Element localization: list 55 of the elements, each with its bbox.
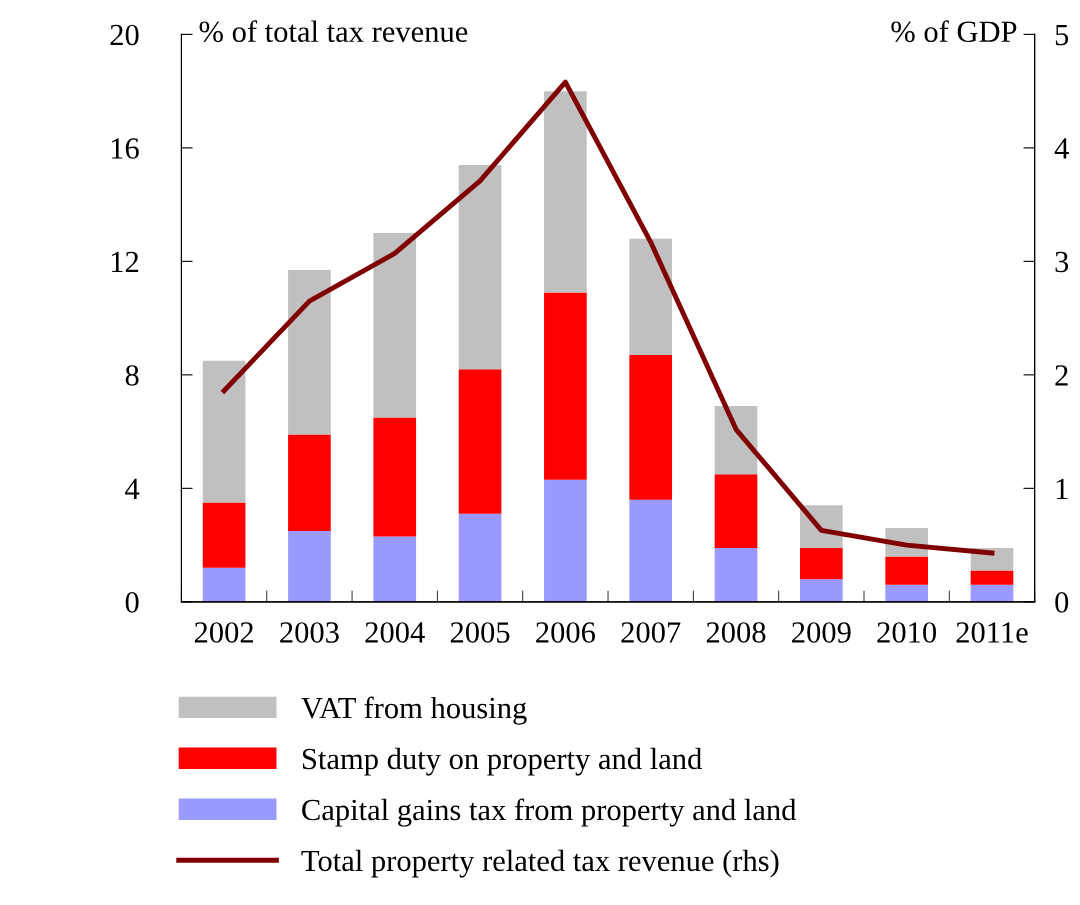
x-tick-label: 2005: [450, 622, 510, 643]
bar: [373, 232, 417, 418]
y-tick-label: 4: [125, 478, 140, 499]
bar: [970, 584, 1014, 602]
bar: [373, 417, 417, 537]
bar: [288, 269, 331, 435]
bar: [629, 499, 673, 602]
x-tick-label: 2008: [706, 622, 766, 643]
bar: [629, 354, 673, 500]
bar: [714, 547, 758, 602]
x-tick-label: 2006: [536, 622, 596, 643]
x-tick-label: 2004: [365, 622, 425, 643]
bar: [202, 567, 246, 602]
x-tick-label: 2009: [792, 622, 851, 643]
bar: [970, 570, 1014, 585]
x-tick-label: 2011e: [956, 622, 1028, 643]
legend-label: Total property related tax revenue (rhs): [301, 849, 779, 878]
bar: [202, 360, 246, 503]
y-tick-label: 0: [125, 592, 139, 613]
x-tick-label: 2003: [280, 622, 339, 643]
y2-tick-label: 0: [1055, 592, 1069, 613]
x-tick-label: 2007: [621, 622, 681, 643]
bar: [288, 530, 331, 602]
legend-label: Stamp duty on property and land: [302, 747, 702, 776]
bar: [202, 502, 246, 568]
bar: [458, 513, 502, 602]
bar: [544, 479, 587, 602]
y2-tick-label: 3: [1055, 251, 1069, 273]
bar: [373, 536, 417, 602]
bar: [544, 292, 587, 480]
x-tick-label: 2010: [877, 622, 937, 643]
bar: [544, 91, 587, 293]
bar: [714, 474, 758, 548]
bar: [885, 556, 928, 585]
bar: [800, 579, 843, 602]
bar: [458, 369, 502, 514]
y-tick-label: 20: [110, 24, 139, 46]
y2-tick-label: 1: [1056, 478, 1068, 499]
bar: [800, 547, 843, 580]
y2-axis-title: % of GDP: [891, 20, 1017, 43]
line-series: [221, 79, 995, 556]
y2-tick-label: 5: [1055, 24, 1069, 46]
bar: [288, 434, 331, 531]
legend-label: Capital gains tax from property and land: [302, 798, 797, 827]
y-tick-label: 12: [111, 251, 139, 272]
bar: [885, 584, 928, 602]
y2-tick-label: 4: [1054, 138, 1069, 159]
y-tick-label: 16: [111, 138, 139, 159]
y-axis-title: % of total tax revenue: [199, 20, 468, 43]
x-tick-label: 2002: [194, 622, 253, 643]
legend-label: VAT from housing: [301, 696, 527, 725]
y-tick-label: 8: [125, 365, 139, 386]
bar: [629, 238, 673, 355]
bar: [458, 164, 502, 370]
y2-tick-label: 2: [1055, 365, 1068, 386]
